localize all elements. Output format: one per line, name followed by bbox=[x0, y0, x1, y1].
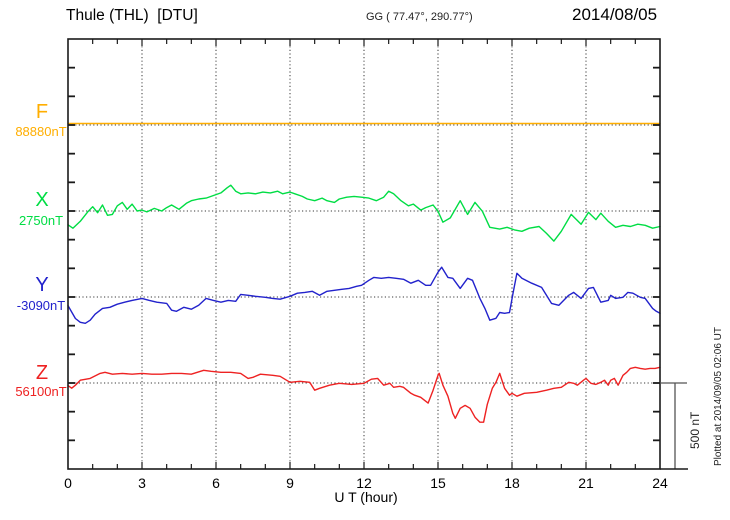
x-tick-label: 9 bbox=[286, 475, 294, 491]
plot-date: 2014/08/05 bbox=[572, 5, 658, 24]
channel-label-z: Z bbox=[35, 362, 49, 384]
channel-label-x: X bbox=[35, 189, 49, 211]
channel-label-f: F bbox=[35, 101, 49, 123]
x-tick-label: 24 bbox=[652, 475, 668, 491]
plotted-at-note: Plotted at 2014/09/05 02:06 UT bbox=[713, 327, 724, 466]
channel-label-y: Y bbox=[35, 274, 49, 296]
channel-value-y: -3090nT bbox=[16, 298, 66, 313]
geographic-coords: GG ( 77.47°, 290.77°) bbox=[366, 11, 473, 23]
x-tick-label: 12 bbox=[356, 475, 372, 491]
station-title: Thule (THL) [DTU] bbox=[66, 7, 198, 24]
x-tick-label: 0 bbox=[64, 475, 72, 491]
x-tick-label: 21 bbox=[578, 475, 594, 491]
channel-value-x: 2750nT bbox=[18, 213, 64, 228]
x-tick-label: 3 bbox=[138, 475, 146, 491]
scale-bar-label: 500 nT bbox=[688, 411, 702, 449]
x-axis-label: U T (hour) bbox=[334, 489, 398, 505]
x-tick-label: 6 bbox=[212, 475, 220, 491]
x-tick-label: 15 bbox=[430, 475, 446, 491]
channel-value-z: 56100nT bbox=[15, 384, 67, 399]
x-tick-label: 18 bbox=[504, 475, 520, 491]
channel-value-f: 88880nT bbox=[15, 124, 67, 139]
